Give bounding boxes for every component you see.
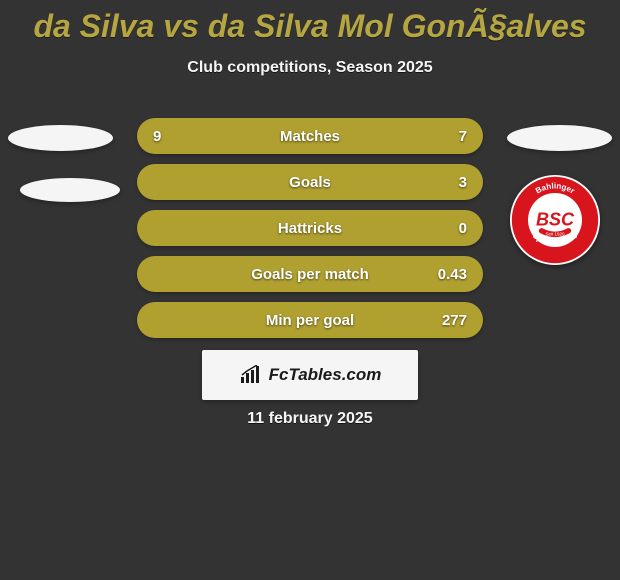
stat-right-value: 7	[419, 128, 467, 145]
stat-row-goals-per-match: Goals per match 0.43	[137, 256, 483, 292]
left-placeholder-1	[8, 125, 113, 151]
stat-right-value: 0	[419, 220, 467, 237]
subtitle: Club competitions, Season 2025	[0, 59, 620, 77]
stat-row-min-per-goal: Min per goal 277	[137, 302, 483, 338]
club-badge: Bahlinger BSC Seit 1920 Sport ★ Club	[510, 175, 600, 265]
left-placeholder-2	[20, 178, 120, 202]
stat-row-hattricks: Hattricks 0	[137, 210, 483, 246]
branding-badge: FcTables.com	[202, 350, 418, 400]
right-placeholder	[507, 125, 612, 151]
svg-text:BSC: BSC	[536, 209, 575, 229]
stat-right-value: 0.43	[419, 266, 467, 283]
stats-container: 9 Matches 7 Goals 3 Hattricks 0 Goals pe…	[137, 118, 483, 348]
stat-left-value: 9	[153, 128, 201, 145]
chart-icon	[239, 365, 263, 385]
date-label: 11 february 2025	[0, 410, 620, 428]
badge-icon: Bahlinger BSC Seit 1920 Sport ★ Club	[510, 175, 600, 265]
stat-right-value: 277	[419, 312, 467, 329]
page-title: da Silva vs da Silva Mol GonÃ§alves	[0, 0, 620, 45]
stat-right-value: 3	[419, 174, 467, 191]
svg-text:Seit 1920: Seit 1920	[545, 231, 565, 236]
branding-text: FcTables.com	[269, 365, 382, 385]
stat-row-matches: 9 Matches 7	[137, 118, 483, 154]
stat-row-goals: Goals 3	[137, 164, 483, 200]
